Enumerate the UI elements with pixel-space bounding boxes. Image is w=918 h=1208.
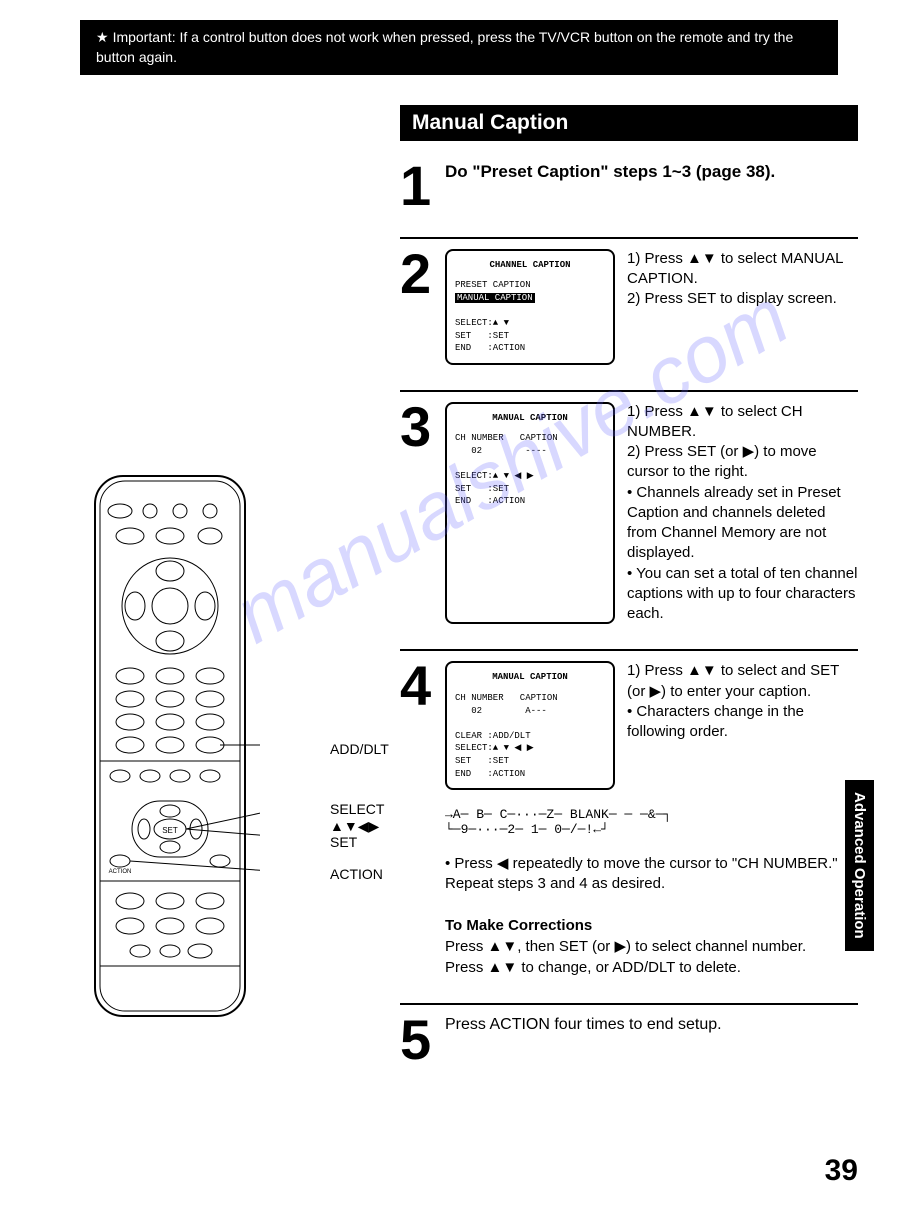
remote-column: SET ACTION ADD/DL [60,151,340,1090]
manual-caption-title: Manual Caption [400,105,858,141]
step-number-2: 2 [400,249,445,365]
important-note-bar: ★Important: If a control button does not… [80,20,838,75]
content-area: SET ACTION ADD/DL [0,151,918,1090]
step-2: 2 CHANNEL CAPTION PRESET CAPTION MANUAL … [400,237,858,385]
label-set: SET [330,834,357,850]
steps-column: 1 Do "Preset Caption" steps 1~3 (page 38… [340,151,858,1090]
step-5: 5 Press ACTION four times to end setup. [400,1003,858,1085]
step-5-text: Press ACTION four times to end setup. [445,1015,722,1065]
screen-channel-caption: CHANNEL CAPTION PRESET CAPTION MANUAL CA… [445,249,615,365]
step-4-instructions: 1) Press ▲▼ to select and SET (or ▶) to … [627,661,858,790]
character-order-diagram: →A─ B─ C─···─Z─ BLANK─ ─ ─&─┐ └─9─···─2─… [445,802,858,842]
step-4: 4 MANUAL CAPTION CH NUMBER CAPTION 02 A-… [400,649,858,997]
step-number-4: 4 [400,661,445,977]
step-number-1: 1 [400,161,445,211]
step-3: 3 MANUAL CAPTION CH NUMBER CAPTION 02 --… [400,390,858,645]
svg-text:ACTION: ACTION [109,869,132,875]
remote-control-diagram: SET ACTION [90,471,260,1031]
step-1-text: Do "Preset Caption" steps 1~3 (page 38). [445,161,775,211]
side-tab-advanced-operation: Advanced Operation [845,780,874,951]
star-icon: ★ [96,29,109,45]
screen-manual-caption-4: MANUAL CAPTION CH NUMBER CAPTION 02 A---… [445,661,615,790]
important-note-text: Important: If a control button does not … [96,29,793,65]
page-number: 39 [825,1154,858,1188]
step-1: 1 Do "Preset Caption" steps 1~3 (page 38… [400,151,858,231]
screen-manual-caption-3: MANUAL CAPTION CH NUMBER CAPTION 02 ----… [445,402,615,625]
step-number-3: 3 [400,402,445,625]
label-select: SELECT [330,801,384,817]
step-2-instructions: 1) Press ▲▼ to select MANUAL CAPTION. 2)… [627,249,858,365]
svg-text:SET: SET [162,826,178,835]
corrections-section: To Make Corrections Press ▲▼, then SET (… [445,915,858,978]
label-arrows: ▲▼◀▶ [330,818,379,835]
label-add-dlt: ADD/DLT [330,741,389,757]
step-number-5: 5 [400,1015,445,1065]
label-action: ACTION [330,866,383,882]
step-3-instructions: 1) Press ▲▼ to select CH NUMBER. 2) Pres… [627,402,858,625]
